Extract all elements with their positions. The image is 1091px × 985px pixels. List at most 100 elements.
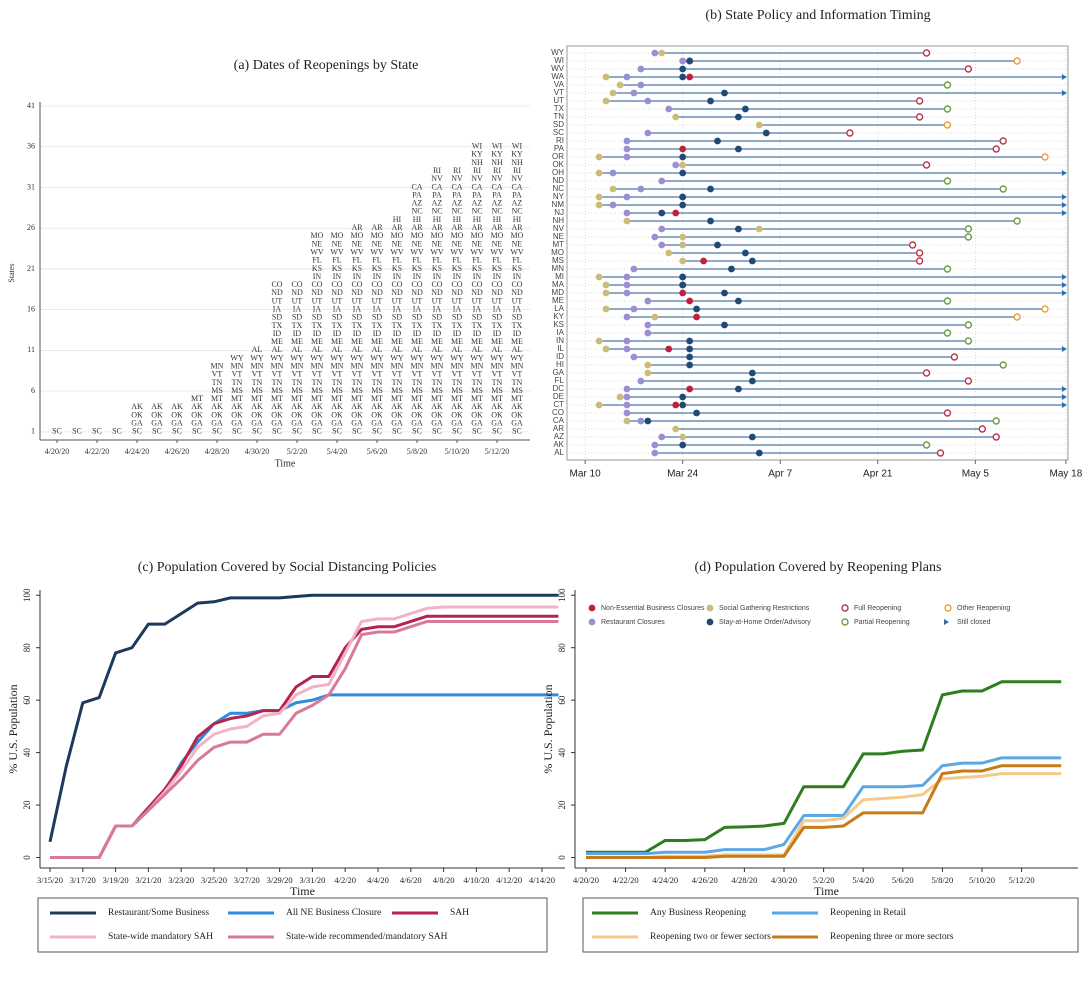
state-label: NM — [552, 200, 565, 209]
state-label: NE — [432, 239, 443, 248]
state-label: AK — [431, 402, 443, 411]
marker-arrow — [1061, 274, 1067, 280]
x-tick-label: 4/8/20 — [433, 875, 455, 885]
state-label: SC — [232, 427, 242, 436]
state-label: TN — [412, 378, 423, 387]
state-label: SD — [512, 313, 522, 322]
state-label: MT — [431, 394, 443, 403]
state-label: AK — [511, 402, 523, 411]
state-label: MT — [191, 394, 203, 403]
state-label: RI — [473, 166, 481, 175]
marker-filled — [686, 385, 694, 393]
state-label: SC — [492, 427, 502, 436]
state-label: UT — [272, 296, 283, 305]
state-label: MT — [331, 394, 343, 403]
state-label: OK — [371, 410, 383, 419]
marker-filled — [602, 305, 610, 313]
state-label: SC — [92, 427, 102, 436]
state-label: OK — [471, 410, 483, 419]
legend-label: Non-Essential Business Closures — [601, 605, 705, 612]
state-label: NJ — [554, 208, 564, 217]
marker-hollow — [992, 145, 1000, 153]
marker-hollow — [1041, 305, 1049, 313]
state-label: FL — [352, 256, 361, 265]
state-label: ID — [373, 329, 382, 338]
x-tick-label: 4/6/20 — [400, 875, 422, 885]
state-label: VT — [312, 370, 323, 379]
state-label: VT — [452, 370, 463, 379]
state-label: MS — [231, 386, 243, 395]
marker-filled — [707, 97, 714, 105]
state-label: NV — [471, 174, 483, 183]
marker-filled — [741, 105, 749, 113]
state-label: VT — [392, 370, 403, 379]
state-label: NV — [553, 224, 565, 233]
state-label: OK — [552, 160, 564, 169]
state-label: IN — [313, 272, 322, 281]
state-label: WY — [250, 353, 264, 362]
marker-arrow — [1061, 202, 1067, 208]
x-tick-label: 4/20/20 — [573, 875, 599, 885]
marker-filled — [595, 401, 603, 409]
marker-filled — [644, 417, 652, 425]
x-tick-label: Mar 10 — [570, 469, 602, 480]
state-label: NH — [511, 158, 523, 167]
marker-filled — [686, 297, 694, 305]
marker-filled — [707, 217, 714, 225]
state-label: IA — [373, 304, 382, 313]
state-label: HI — [513, 215, 522, 224]
state-label: TX — [412, 321, 423, 330]
state-label: CA — [471, 182, 482, 191]
marker-filled — [721, 289, 728, 297]
marker-filled — [658, 209, 666, 217]
state-label: VA — [554, 80, 565, 89]
state-label: TX — [352, 321, 363, 330]
state-label: NE — [352, 239, 363, 248]
marker-arrow — [1061, 282, 1067, 288]
state-label: SC — [472, 427, 482, 436]
state-label: ID — [556, 352, 564, 361]
marker-filled — [672, 209, 680, 217]
state-label: UT — [492, 296, 503, 305]
state-label: CO — [491, 280, 502, 289]
state-label: VT — [292, 370, 303, 379]
state-label: AL — [492, 345, 503, 354]
state-label: NE — [332, 239, 343, 248]
state-label: AL — [432, 345, 443, 354]
state-label: TN — [212, 378, 223, 387]
state-label: TN — [292, 378, 303, 387]
legend-label: Reopening two or fewer sectors — [650, 931, 771, 942]
marker-filled — [679, 281, 687, 289]
marker-hollow — [964, 321, 973, 329]
state-label: AK — [391, 402, 403, 411]
state-label: VT — [372, 370, 383, 379]
marker-filled — [665, 105, 673, 113]
state-label: SC — [292, 427, 302, 436]
marker-hollow — [950, 353, 959, 361]
state-label: MT — [511, 394, 523, 403]
state-label: ME — [391, 337, 403, 346]
legend-label: Restaurant/Some Business — [108, 908, 209, 918]
state-label: MT — [391, 394, 403, 403]
state-label: AL — [392, 345, 403, 354]
state-label: MS — [291, 386, 303, 395]
state-label: KS — [392, 264, 402, 273]
marker-filled — [609, 201, 617, 209]
state-label: OK — [151, 410, 163, 419]
x-tick-label: 3/23/20 — [168, 875, 194, 885]
state-label: NC — [411, 207, 422, 216]
marker-filled — [623, 345, 631, 353]
marker-filled — [679, 153, 687, 161]
state-label: MN — [271, 362, 284, 371]
y-tick-label: 80 — [557, 643, 567, 653]
marker-filled — [686, 57, 694, 65]
marker-filled — [658, 241, 666, 249]
state-label: CO — [311, 280, 322, 289]
series-line — [586, 756, 1062, 856]
state-label: KS — [432, 264, 442, 273]
state-label: IN — [373, 272, 382, 281]
state-label: AK — [131, 402, 143, 411]
legend-label: Reopening in Retail — [830, 908, 906, 918]
marker-filled — [735, 113, 742, 121]
state-label: ME — [451, 337, 463, 346]
